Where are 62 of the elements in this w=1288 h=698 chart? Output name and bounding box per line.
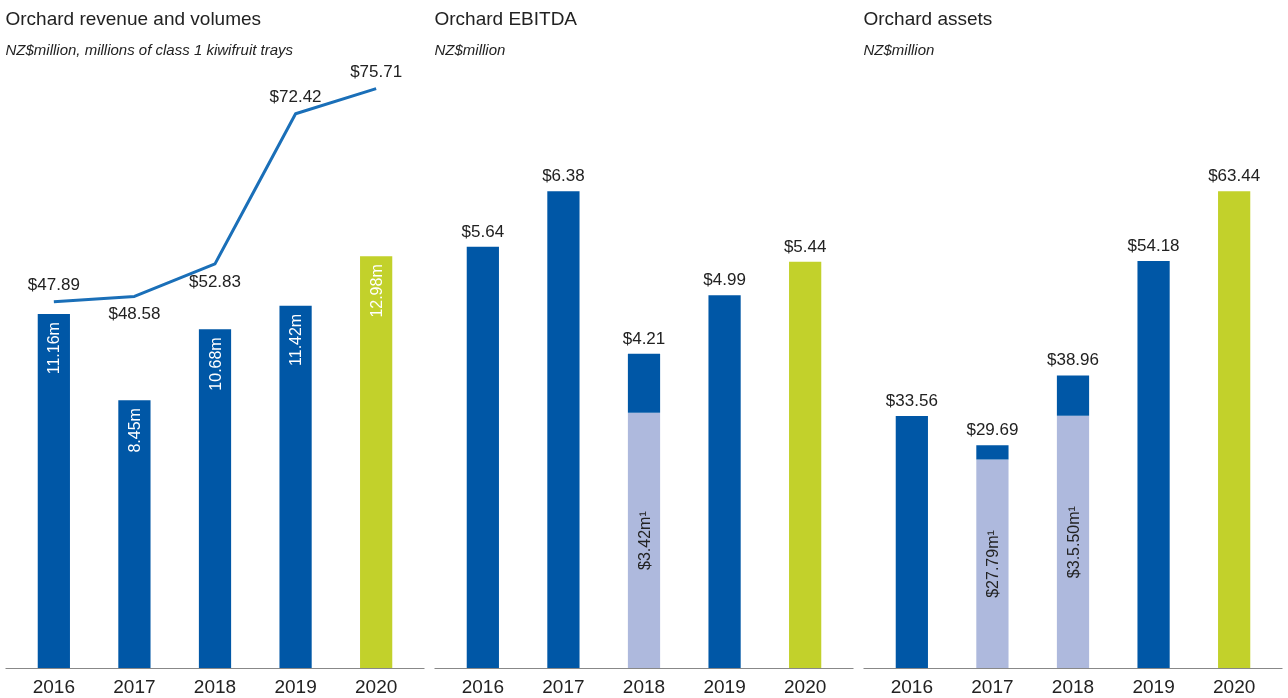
x-tick-label: 2016 [461,675,504,697]
total-label: $4.99 [703,270,746,290]
x-tick-label: 2017 [971,675,1014,697]
data-label: 8.45m [125,408,143,453]
chart-title: Orchard EBITDA [434,7,578,29]
chart-subtitle: NZ$million [863,40,935,58]
data-label: $72.42 [269,86,322,106]
bar [1218,191,1251,669]
x-tick-label: 2018 [622,675,666,697]
bar [198,329,232,669]
x-tick-label: 2020 [355,675,398,697]
bar [1137,260,1170,669]
bar [789,261,822,669]
x-tick-label: 2020 [1213,675,1256,697]
bar [118,400,151,669]
total-label: $5.64 [461,221,505,241]
x-tick-label: 2020 [784,675,827,697]
bar [1056,415,1090,669]
bar [1056,375,1090,416]
data-label: 12.98m [367,264,385,318]
bar [360,256,393,669]
x-tick-label: 2017 [542,675,585,697]
x-tick-label: 2016 [890,675,933,697]
data-label: $48.58 [108,304,161,324]
total-label: $54.18 [1127,235,1180,255]
data-label: 11.42m [287,313,305,366]
bar [895,416,928,669]
total-label: $38.96 [1047,350,1099,370]
bar [976,445,1009,460]
chart-title: Orchard revenue and volumes [5,7,262,29]
x-tick-label: 2016 [32,675,75,697]
total-label: $33.56 [885,391,938,411]
total-label: $6.38 [542,166,585,186]
bar [37,314,70,669]
x-tick-label: 2018 [193,675,237,697]
bar [708,295,741,669]
total-label: $5.44 [783,236,827,256]
data-label: 11.16m [45,322,63,375]
chart-title: Orchard assets [863,7,993,29]
total-label: $29.69 [966,420,1019,440]
bar [466,246,499,669]
data-label: $75.71 [350,61,403,81]
bar [627,412,661,669]
data-label: $3.5.50m¹ [1064,506,1082,579]
x-tick-label: 2019 [274,675,317,697]
total-label: $4.21 [622,328,666,348]
bar [976,459,1009,669]
data-label: 10.68m [206,337,224,391]
chart-subtitle: NZ$million, millions of class 1 kiwifruit trays [5,40,294,58]
data-label: $52.83 [189,271,241,291]
bar [627,353,661,413]
data-label: $3.42m¹ [635,511,653,570]
x-tick-label: 2019 [1132,675,1175,697]
x-tick-label: 2019 [703,675,746,697]
x-tick-label: 2017 [113,675,156,697]
data-label: $47.89 [27,274,80,294]
chart-subtitle: NZ$million [434,40,506,58]
data-label: $27.79m¹ [983,530,1001,598]
bar [547,191,580,669]
x-tick-label: 2018 [1051,675,1095,697]
total-label: $63.44 [1208,166,1261,186]
bar [279,305,312,669]
